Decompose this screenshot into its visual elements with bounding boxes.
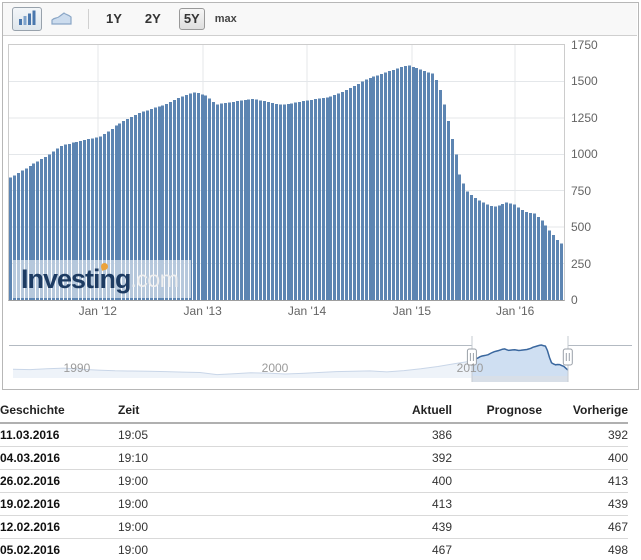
table-header-prognose: Prognose: [452, 398, 542, 424]
x-tick-label: Jan '15: [392, 304, 432, 318]
range-buttons: 1Y 2Y 5Y: [101, 8, 215, 30]
table-cell: 467: [250, 538, 452, 560]
y-tick-label: 1250: [571, 110, 598, 125]
y-tick-label: 750: [571, 183, 592, 198]
bars-series: [9, 45, 564, 300]
x-tick-label: Jan '13: [183, 304, 222, 318]
table-cell: [452, 446, 542, 470]
x-tick-label: Jan '12: [78, 304, 117, 318]
table-cell: 386: [250, 423, 452, 447]
x-tick-label: Jan '14: [287, 304, 327, 318]
table-cell: 413: [250, 492, 452, 516]
table-header-geschichte: Geschichte: [0, 398, 118, 424]
toolbar-separator: [88, 9, 89, 29]
release-date-cell: 05.02.2016: [0, 538, 118, 560]
table-cell: 19:00: [118, 515, 250, 539]
table-header-vorherige: Vorherige: [542, 398, 628, 424]
navigator-year-label: 2000: [261, 361, 289, 375]
table-cell: [452, 538, 542, 560]
range-button-2y[interactable]: 2Y: [144, 11, 161, 26]
x-tick-label: Jan '16: [495, 304, 535, 318]
release-date-cell: 26.02.2016: [0, 469, 118, 493]
navigator-year-label: 1990: [63, 361, 91, 375]
table-cell: [452, 423, 542, 447]
investing-watermark: Investing .com: [13, 260, 191, 298]
range-button-1y[interactable]: 1Y: [106, 11, 122, 26]
table-row: 05.02.2016 19:00 467 498: [0, 538, 628, 560]
table-row: 12.02.2016 19:00 439 467: [0, 515, 628, 539]
y-tick-label: 1750: [571, 38, 598, 52]
table-header-aktuell: Aktuell: [250, 398, 452, 424]
table-row: 04.03.2016 19:10 392 400: [0, 446, 628, 470]
table-cell: 498: [542, 538, 628, 560]
navigator-year-label: 2010: [456, 361, 484, 375]
navigator-left-handle[interactable]: [466, 348, 477, 366]
history-table: Geschichte Zeit Aktuell Prognose Vorherige 1…: [0, 398, 628, 560]
y-tick-label: 250: [571, 256, 592, 271]
table-cell: [452, 492, 542, 516]
y-tick-label: 500: [571, 220, 592, 235]
table-cell: 400: [542, 446, 628, 470]
bar-chart-type-button[interactable]: [12, 7, 42, 31]
navigator-right-handle[interactable]: [562, 348, 573, 366]
table-cell: 439: [542, 492, 628, 516]
range-button-max[interactable]: max: [214, 13, 237, 25]
plot-area[interactable]: [8, 44, 565, 301]
table-cell: 392: [250, 446, 452, 470]
table-row: 26.02.2016 19:00 400 413: [0, 469, 628, 493]
table-cell: [452, 515, 542, 539]
table-cell: 19:00: [118, 492, 250, 516]
release-date-cell: 19.02.2016: [0, 492, 118, 516]
watermark-suffix: .com: [130, 265, 179, 292]
history-table-wrap: Geschichte Zeit Aktuell Prognose Vorherige 1…: [0, 398, 641, 560]
watermark-brand: Investing: [21, 264, 132, 294]
table-header-row: Geschichte Zeit Aktuell Prognose Vorherige: [0, 398, 628, 424]
navigator[interactable]: [9, 336, 632, 382]
release-date-cell: 04.03.2016: [0, 446, 118, 470]
table-row: 19.02.2016 19:00 413 439: [0, 492, 628, 516]
y-tick-label: 1000: [571, 147, 598, 162]
table-row: 11.03.2016 19:05 386 392: [0, 423, 628, 447]
table-cell: 19:00: [118, 469, 250, 493]
table-cell: 392: [542, 423, 628, 447]
y-tick-label: 0: [571, 293, 578, 307]
release-date-cell: 11.03.2016: [0, 423, 118, 447]
table-cell: 19:05: [118, 423, 250, 447]
table-cell: 439: [250, 515, 452, 539]
table-cell: 400: [250, 469, 452, 493]
range-button-5y[interactable]: 5Y: [178, 8, 205, 30]
bar-chart-icon: [18, 9, 37, 29]
table-cell: [452, 469, 542, 493]
area-chart-type-button[interactable]: [46, 7, 76, 31]
y-tick-label: 1500: [571, 74, 598, 89]
table-cell: 19:10: [118, 446, 250, 470]
table-cell: 467: [542, 515, 628, 539]
chart-toolbar: 1Y 2Y 5Y max: [3, 3, 637, 36]
area-chart-icon: [50, 10, 72, 29]
table-header-zeit: Zeit: [118, 398, 250, 424]
release-date-cell: 12.02.2016: [0, 515, 118, 539]
table-cell: 19:00: [118, 538, 250, 560]
table-cell: 413: [542, 469, 628, 493]
